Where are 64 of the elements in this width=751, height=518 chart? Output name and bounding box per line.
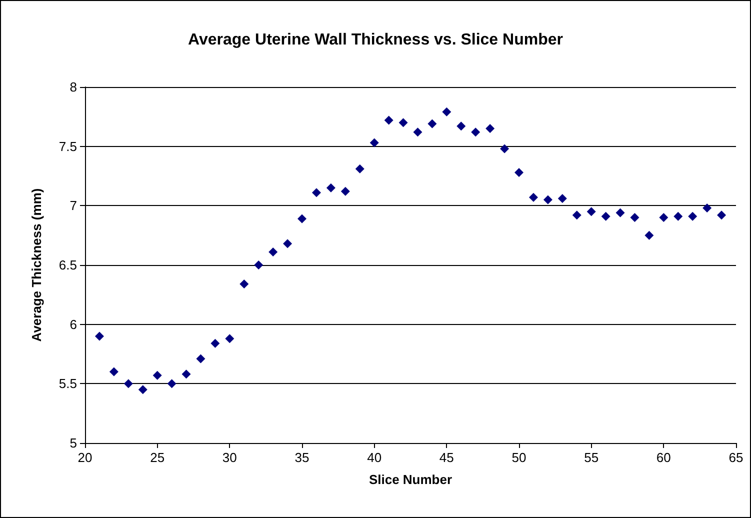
point	[601, 212, 610, 221]
point	[702, 204, 712, 213]
point	[138, 385, 148, 394]
chart-title: Average Uterine Wall Thickness vs. Slice Number	[188, 32, 563, 48]
x-tick-label: 65	[728, 450, 744, 465]
y-axis-title: Average Thickness (mm)	[29, 188, 44, 342]
point	[167, 379, 176, 388]
x-axis-title: Slice Number	[368, 472, 452, 487]
point	[312, 188, 321, 198]
point	[326, 183, 336, 192]
point	[370, 138, 379, 148]
x-tick-label: 55	[584, 450, 599, 465]
y-tick-label: 7	[70, 198, 77, 214]
point	[152, 370, 162, 380]
point	[398, 118, 408, 128]
point	[254, 260, 264, 270]
point	[674, 212, 683, 221]
y-tick-label: 8	[70, 80, 77, 94]
point	[616, 208, 625, 218]
point	[500, 144, 510, 154]
y-tick-label: 6	[70, 316, 77, 332]
point	[225, 334, 234, 344]
point	[355, 164, 364, 174]
point	[486, 124, 495, 134]
point	[124, 379, 133, 388]
point	[456, 122, 466, 131]
x-tick-label: 45	[439, 450, 454, 465]
point	[182, 370, 191, 379]
point	[558, 194, 567, 204]
x-tick-label: 20	[78, 450, 92, 465]
point	[514, 168, 524, 177]
point	[528, 192, 538, 202]
point	[717, 210, 726, 220]
point	[240, 279, 249, 288]
point	[384, 116, 394, 125]
x-tick-label: 60	[656, 450, 671, 465]
point	[659, 213, 668, 222]
y-tick-label: 6.5	[58, 258, 77, 272]
point	[428, 119, 437, 128]
y-tick-label: 5.5	[58, 376, 77, 392]
point	[196, 354, 206, 364]
y-tick-label: 5	[70, 436, 77, 450]
x-tick-label: 30	[222, 450, 237, 465]
point	[268, 247, 278, 256]
point	[572, 210, 582, 220]
point	[109, 367, 118, 376]
point	[340, 186, 350, 196]
x-tick-label: 40	[367, 450, 382, 465]
x-tick-label: 25	[150, 450, 165, 465]
point	[688, 212, 698, 221]
point	[298, 214, 306, 224]
point	[586, 207, 596, 216]
point	[543, 195, 552, 204]
point	[630, 213, 640, 222]
point	[413, 128, 422, 137]
point	[442, 107, 452, 116]
point	[283, 239, 292, 248]
point	[644, 230, 654, 240]
point	[94, 332, 104, 341]
x-tick-label: 35	[294, 450, 310, 465]
point	[471, 128, 480, 137]
point	[210, 338, 220, 348]
y-tick-label: 7.5	[58, 138, 77, 154]
x-tick-label: 50	[512, 450, 526, 465]
